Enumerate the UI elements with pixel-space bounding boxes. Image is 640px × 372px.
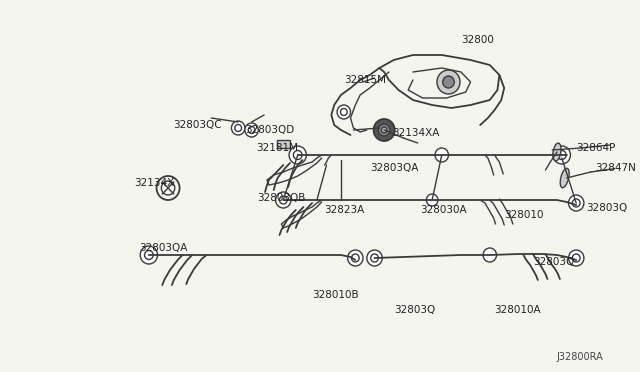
Text: 32815M: 32815M bbox=[344, 75, 386, 85]
Circle shape bbox=[553, 146, 570, 164]
Circle shape bbox=[374, 119, 395, 141]
Circle shape bbox=[378, 124, 390, 136]
Bar bbox=[276, 140, 290, 148]
Ellipse shape bbox=[560, 168, 569, 188]
Ellipse shape bbox=[553, 143, 561, 161]
Text: 328010A: 328010A bbox=[495, 305, 541, 315]
Text: 32803QA: 32803QA bbox=[370, 163, 418, 173]
Circle shape bbox=[437, 70, 460, 94]
Circle shape bbox=[140, 246, 157, 264]
Circle shape bbox=[568, 250, 584, 266]
Text: 328010: 328010 bbox=[504, 210, 544, 220]
Circle shape bbox=[435, 148, 449, 162]
Text: 32803Q: 32803Q bbox=[586, 203, 627, 213]
Text: 32803Q: 32803Q bbox=[394, 305, 435, 315]
Circle shape bbox=[367, 250, 382, 266]
Circle shape bbox=[337, 105, 351, 119]
Text: 32803QC: 32803QC bbox=[173, 120, 221, 130]
Circle shape bbox=[426, 194, 438, 206]
Text: 32803QA: 32803QA bbox=[140, 243, 188, 253]
Circle shape bbox=[289, 146, 307, 164]
Text: 328030A: 328030A bbox=[420, 205, 467, 215]
Text: 32181M: 32181M bbox=[257, 143, 298, 153]
Text: 32803QB: 32803QB bbox=[257, 193, 306, 203]
Circle shape bbox=[245, 123, 259, 137]
Text: 32134XA: 32134XA bbox=[392, 128, 439, 138]
Circle shape bbox=[276, 192, 291, 208]
Circle shape bbox=[568, 195, 584, 211]
Text: 32803Q: 32803Q bbox=[533, 257, 574, 267]
Circle shape bbox=[348, 250, 363, 266]
Circle shape bbox=[381, 127, 387, 133]
Text: 32800: 32800 bbox=[461, 35, 494, 45]
Text: 32803QD: 32803QD bbox=[245, 125, 294, 135]
Text: 32134X: 32134X bbox=[134, 178, 175, 188]
Text: J32800RA: J32800RA bbox=[556, 352, 603, 362]
Text: 32823A: 32823A bbox=[324, 205, 365, 215]
Text: 32847N: 32847N bbox=[595, 163, 636, 173]
Circle shape bbox=[232, 121, 245, 135]
Text: 328010B: 328010B bbox=[312, 290, 359, 300]
Circle shape bbox=[483, 248, 497, 262]
Circle shape bbox=[443, 76, 454, 88]
Text: 32864P: 32864P bbox=[576, 143, 616, 153]
